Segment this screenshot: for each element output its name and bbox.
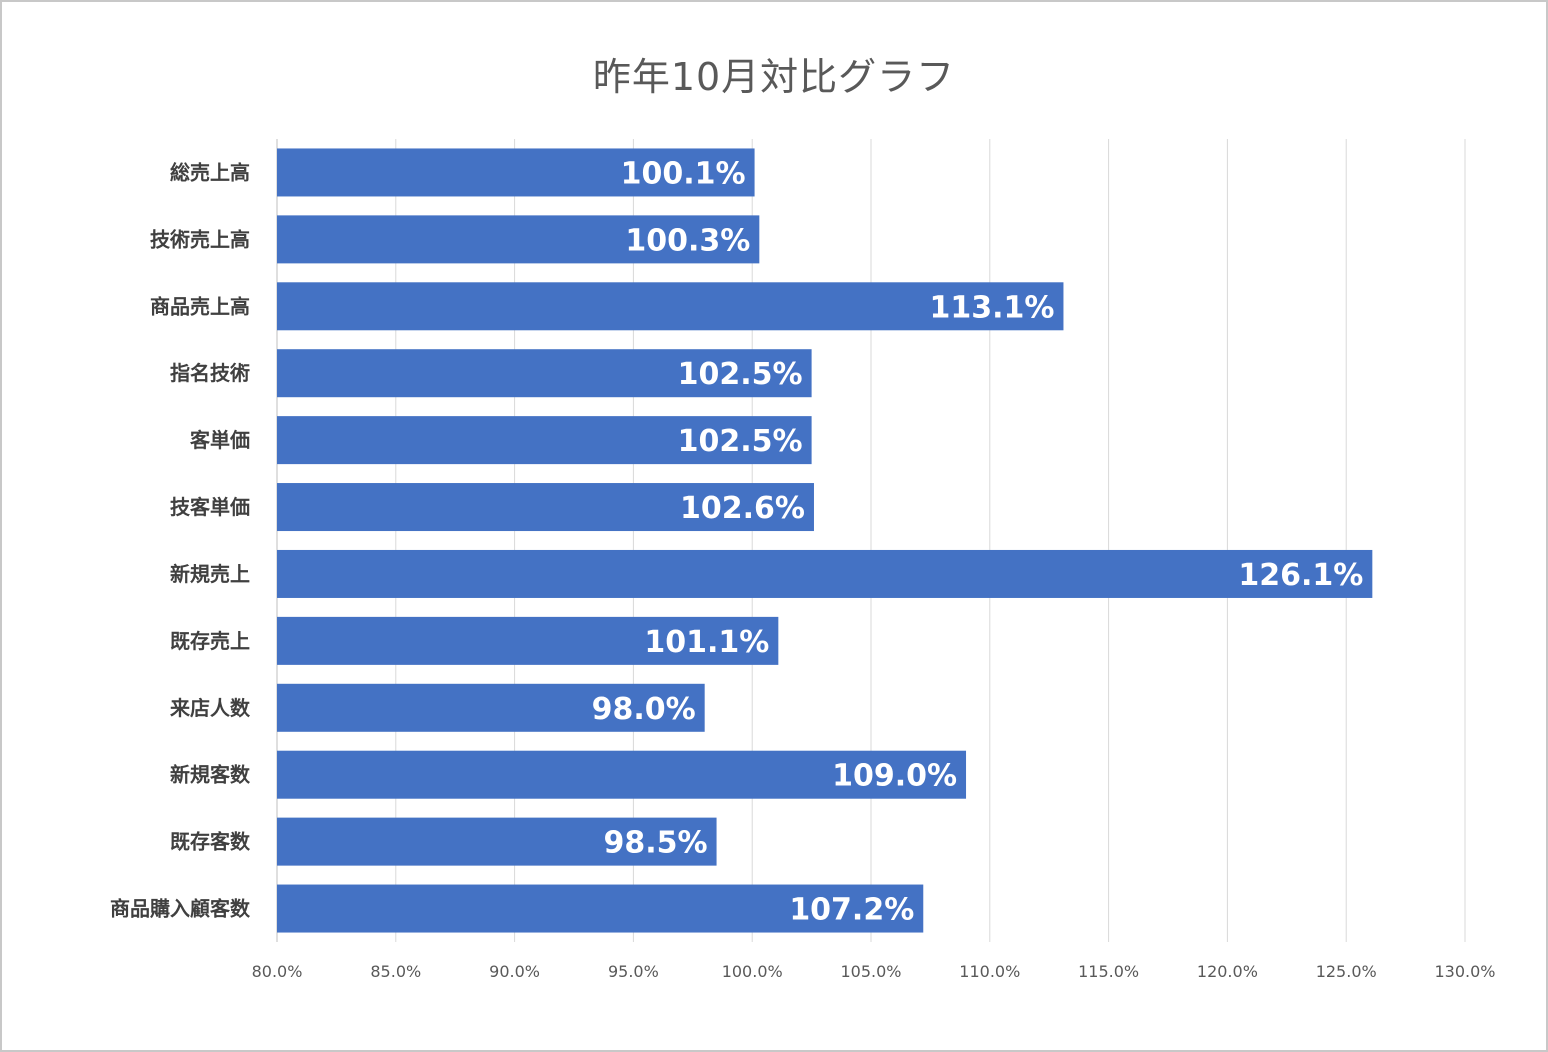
data-label: 102.6% [680,491,805,526]
x-tick-label: 125.0% [1316,962,1377,981]
data-label: 101.1% [644,625,769,660]
x-tick-label: 130.0% [1434,962,1495,981]
data-labels: 100.1% 100.3% 113.1% 102.5% 102.5% 102.6% 126.… [592,156,1364,927]
x-tick-label: 110.0% [959,962,1020,981]
x-tick-label: 85.0% [370,962,421,981]
category-label: 技客単価 [170,495,250,519]
category-label: 既存客数 [170,830,251,854]
bar [277,683,705,732]
bar [277,817,717,866]
data-label: 98.5% [603,826,707,861]
category-label: 客単価 [189,428,250,452]
bar [277,282,1064,331]
category-label: 既存売上 [170,629,250,653]
category-label: 来店人数 [169,696,251,720]
data-label: 102.5% [678,424,803,459]
bar [277,549,1373,598]
bar [277,349,812,398]
x-tick-label: 105.0% [840,962,901,981]
gridlines [276,139,1466,942]
bars [277,148,1373,933]
data-label: 98.0% [592,692,696,727]
category-label: 総売上高 [170,160,250,184]
x-tick-label: 95.0% [608,962,659,981]
bar [277,483,814,532]
data-label: 109.0% [832,759,957,794]
bar [277,884,924,933]
bar [277,215,760,264]
data-label: 102.5% [678,357,803,392]
x-tick-label: 115.0% [1078,962,1139,981]
data-label: 126.1% [1238,558,1363,593]
category-label: 新規売上 [170,562,250,586]
x-tick-labels: 80.0% 85.0% 90.0% 95.0% 100.0% 105.0% 110.0% 11… [252,962,1496,981]
category-label: 新規客数 [170,763,251,787]
bar [277,616,779,665]
category-labels: 総売上高技術売上高商品売上高指名技術客単価技客単価新規売上既存売上来店人数新規客… [110,160,251,920]
category-label: 指名技術 [170,361,250,385]
data-label: 100.1% [621,156,746,191]
category-label: 技術売上高 [150,227,250,251]
category-label: 商品購入顧客数 [110,897,251,921]
bar [277,148,755,197]
bar [277,750,967,799]
data-label: 107.2% [789,893,914,928]
x-tick-label: 100.0% [722,962,783,981]
x-tick-label: 90.0% [489,962,540,981]
category-label: 商品売上高 [150,294,250,318]
x-tick-label: 80.0% [252,962,303,981]
x-tick-label: 120.0% [1197,962,1258,981]
data-label: 113.1% [930,290,1055,325]
chart-title: 昨年10月対比グラフ [592,55,956,99]
data-label: 100.3% [625,223,750,258]
bar [277,416,812,465]
